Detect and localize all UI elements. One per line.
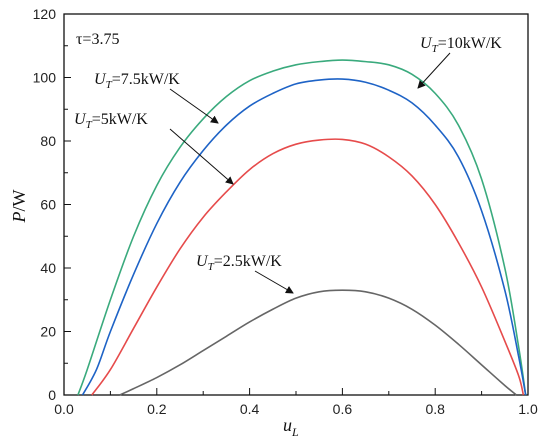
series-label-suffix: =10kW/K xyxy=(438,35,503,52)
series-label-0: UT=10kW/K xyxy=(420,35,502,55)
series-label-sub: T xyxy=(432,43,439,55)
series-line-1 xyxy=(81,78,527,396)
series-label-arrow-0 xyxy=(417,52,451,89)
axis-ticks xyxy=(63,13,529,396)
series-label-arrow-1 xyxy=(169,88,219,124)
series-label-sub: T xyxy=(86,119,93,131)
series-label-suffix: =5kW/K xyxy=(92,111,149,128)
axis-tick-labels: 0.0 0.2 0.4 0.6 0.8 1.0 0 20 40 60 80 100 120 xyxy=(33,6,538,417)
series-label-1: UT=7.5kW/K xyxy=(94,71,180,91)
y-axis-title: P/W xyxy=(9,189,29,223)
series-label-arrow-2 xyxy=(169,128,234,185)
x-axis-title-sub: L xyxy=(291,425,299,439)
series-label-arrow-3 xyxy=(254,270,294,294)
parameter-label: τ=3.75 xyxy=(76,31,119,48)
series-label-suffix: =7.5kW/K xyxy=(112,71,181,88)
y-tick-label: 40 xyxy=(40,260,56,276)
y-tick-label: 80 xyxy=(40,133,56,149)
series-label-sub: T xyxy=(208,261,215,273)
x-tick-label: 0.0 xyxy=(54,401,74,417)
x-tick-label: 0.6 xyxy=(333,401,353,417)
y-tick-label: 120 xyxy=(33,6,57,22)
series-label-3: UT=2.5kW/K xyxy=(196,253,282,273)
series-lines xyxy=(77,59,527,396)
series-label-sub: T xyxy=(106,79,113,91)
y-tick-label: 100 xyxy=(33,70,57,86)
series-label-2: UT=5kW/K xyxy=(74,111,148,131)
x-axis-title-main: u xyxy=(283,415,292,435)
y-axis-title-unit: /W xyxy=(9,189,29,211)
y-tick-label: 60 xyxy=(40,197,56,213)
y-axis-title-main: P xyxy=(9,212,29,224)
x-tick-label: 1.0 xyxy=(518,401,538,417)
series-label-prefix: U xyxy=(196,253,209,270)
series-label-prefix: U xyxy=(420,35,433,52)
series-line-3 xyxy=(119,289,517,396)
series-line-0 xyxy=(77,59,527,396)
series-label-suffix: =2.5kW/K xyxy=(214,253,283,270)
y-tick-label: 20 xyxy=(40,324,56,340)
x-tick-label: 0.4 xyxy=(240,401,260,417)
series-label-prefix: U xyxy=(94,71,107,88)
series-label-prefix: U xyxy=(74,111,87,128)
x-tick-label: 0.2 xyxy=(147,401,167,417)
series-line-2 xyxy=(91,138,525,396)
x-axis-title: uL xyxy=(283,415,299,439)
annotations: UT=10kW/KUT=7.5kW/KUT=5kW/KUT=2.5kW/K xyxy=(74,35,502,294)
y-tick-label: 0 xyxy=(48,387,56,403)
x-tick-label: 0.8 xyxy=(425,401,445,417)
